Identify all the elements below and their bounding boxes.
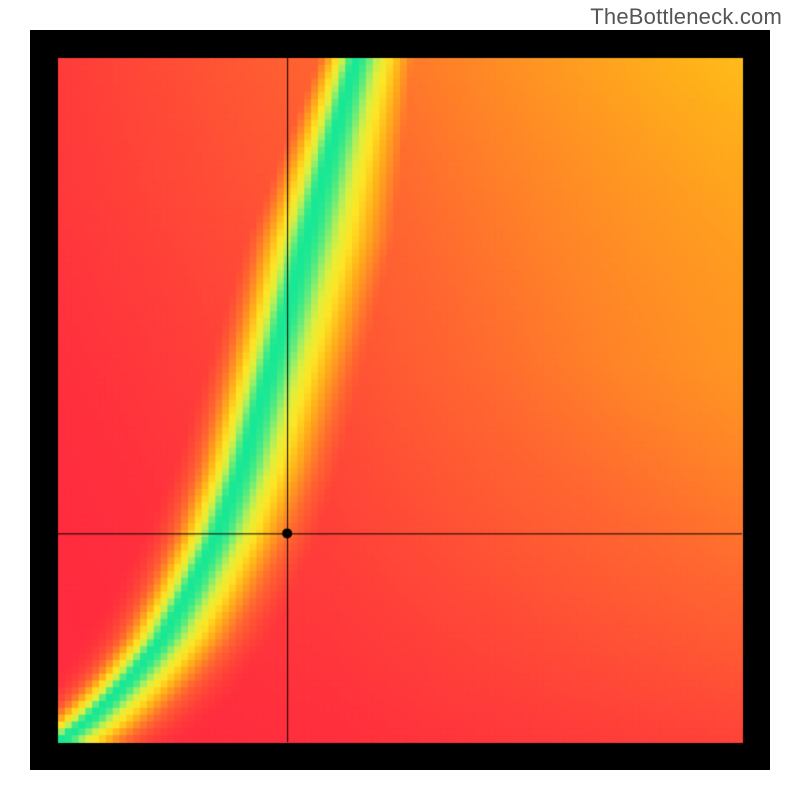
- bottleneck-heatmap-chart: [30, 30, 770, 770]
- heatmap-canvas: [30, 30, 770, 770]
- watermark-text: TheBottleneck.com: [590, 4, 782, 30]
